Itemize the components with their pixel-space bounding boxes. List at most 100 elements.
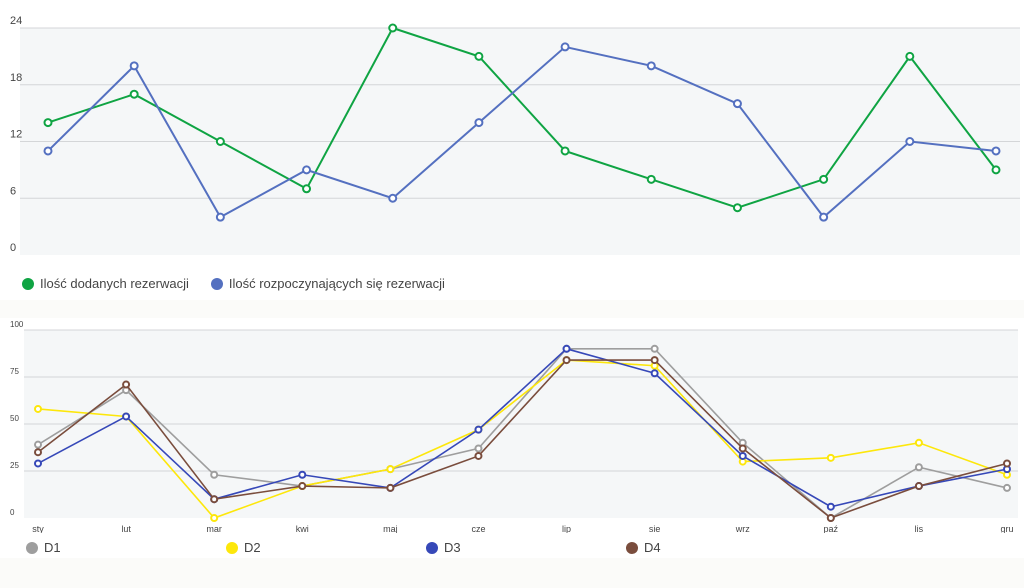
legend-item[interactable]: D1 xyxy=(26,540,226,555)
data-point xyxy=(122,380,131,389)
data-point xyxy=(388,23,398,33)
data-point xyxy=(732,99,742,109)
legend-label: Ilość dodanych rezerwacji xyxy=(40,276,189,291)
legend-item[interactable]: D2 xyxy=(226,540,426,555)
x-tick-label: lis xyxy=(915,524,924,533)
legend-label: D4 xyxy=(644,540,661,555)
legend-dot-icon xyxy=(26,541,38,554)
bookings-chart: 0 6 12 18 24 Ilość dodanych rezerwacji Ilość … xyxy=(10,15,1020,291)
y-tick-label: 24 xyxy=(10,15,22,27)
data-point xyxy=(43,146,53,156)
x-tick-label: gru xyxy=(1000,524,1013,533)
x-tick-label: lip xyxy=(562,524,571,533)
x-tick-label: maj xyxy=(383,524,398,533)
y-tick-label: 12 xyxy=(10,129,22,141)
legend-label: D3 xyxy=(444,540,461,555)
data-point xyxy=(302,184,312,194)
data-point xyxy=(991,165,1001,175)
x-tick-label: sty xyxy=(32,524,44,533)
x-tick-label: paź xyxy=(824,524,839,533)
legend-dot-icon xyxy=(226,541,238,554)
x-tick-label: lut xyxy=(121,524,131,533)
data-point xyxy=(819,174,829,184)
data-point xyxy=(1003,483,1011,492)
legend-label: Ilość rozpoczynających się rezerwacji xyxy=(228,276,445,291)
d-series-plot: 0 25 50 75 100 sty lut mar kwi maj cze lip sie wrz paź… xyxy=(10,320,1018,533)
data-point xyxy=(826,453,835,462)
series-line-ilość-rozpoczynających-się-rezerwacji xyxy=(47,45,997,219)
data-point xyxy=(210,495,219,504)
data-point xyxy=(129,89,139,99)
data-point xyxy=(826,514,835,522)
data-point xyxy=(905,51,915,61)
data-point xyxy=(1003,459,1011,468)
y-tick-label: 100 xyxy=(10,320,24,329)
data-point xyxy=(650,356,659,365)
data-point xyxy=(650,369,659,378)
data-point xyxy=(474,118,484,128)
data-point xyxy=(215,212,225,222)
data-point xyxy=(826,502,835,511)
data-point xyxy=(122,412,131,421)
series-line-d1 xyxy=(37,347,1008,519)
legend-dot-icon xyxy=(210,277,223,290)
data-point xyxy=(386,483,395,492)
legend-dot-icon xyxy=(626,541,638,554)
data-point xyxy=(215,137,225,146)
x-tick-label: sie xyxy=(649,524,661,533)
data-point xyxy=(129,61,139,71)
data-point xyxy=(732,203,742,213)
data-point xyxy=(474,444,483,453)
x-tick-label: wrz xyxy=(735,524,750,533)
data-point xyxy=(738,444,747,453)
data-point xyxy=(386,465,395,474)
legend-dot-icon xyxy=(426,541,438,554)
y-tick-label: 18 xyxy=(10,72,22,84)
y-tick-label: 25 xyxy=(10,461,19,470)
legend-item[interactable]: Ilość dodanych rezerwacji xyxy=(22,276,189,291)
legend-item[interactable]: Ilość rozpoczynających się rezerwacji xyxy=(210,276,445,291)
data-point xyxy=(560,146,570,156)
data-point xyxy=(43,118,53,128)
data-point xyxy=(562,356,571,365)
data-point xyxy=(474,451,483,460)
data-point xyxy=(991,146,1001,156)
y-tick-label: 0 xyxy=(10,508,15,517)
series-line-d3 xyxy=(37,347,1008,508)
legend-label: D1 xyxy=(44,540,61,555)
data-point xyxy=(914,482,923,491)
x-tick-label: kwi xyxy=(296,524,309,533)
series-line-d2 xyxy=(37,359,1008,519)
y-tick-label: 50 xyxy=(10,414,19,423)
bookings-plot: 0 6 12 18 24 xyxy=(10,15,1020,255)
legend-item[interactable]: D3 xyxy=(426,540,626,555)
data-point xyxy=(646,174,656,184)
data-point xyxy=(210,470,219,479)
y-tick-label: 75 xyxy=(10,367,19,376)
data-point xyxy=(474,425,483,434)
data-point xyxy=(819,212,829,222)
series-line-ilość-dodanych-rezerwacji xyxy=(47,26,997,209)
data-point xyxy=(388,193,398,203)
data-point xyxy=(650,344,659,353)
data-point xyxy=(302,165,312,175)
data-point xyxy=(646,61,656,71)
series-line-d4 xyxy=(37,359,1008,519)
data-point xyxy=(34,459,42,468)
x-tick-label: mar xyxy=(206,524,222,533)
data-point xyxy=(474,51,484,61)
data-point xyxy=(34,440,42,449)
data-point xyxy=(34,404,42,413)
legend-label: D2 xyxy=(244,540,261,555)
data-point xyxy=(914,438,923,447)
data-point xyxy=(298,470,307,479)
y-tick-label: 6 xyxy=(10,185,16,197)
x-tick-label: cze xyxy=(471,524,485,533)
data-point xyxy=(34,448,42,457)
data-point xyxy=(298,482,307,491)
data-point xyxy=(560,42,570,52)
legend-item[interactable]: D4 xyxy=(626,540,826,555)
data-point xyxy=(562,344,571,353)
data-point xyxy=(905,137,915,146)
data-point xyxy=(738,451,747,460)
